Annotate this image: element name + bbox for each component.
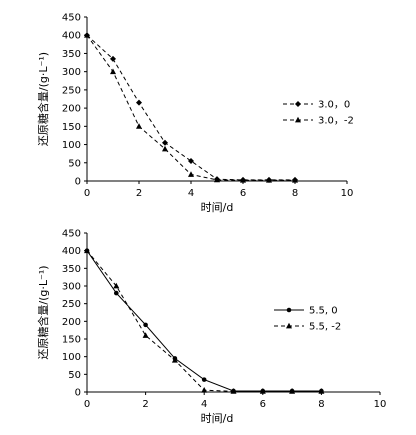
chart-1-series-2-point-3 [162, 145, 168, 152]
chart-1-x-tick-label-0: 0 [84, 188, 90, 199]
chart-1-series-1-point-3 [162, 139, 168, 146]
chart-2-x-tick-label-3: 6 [260, 399, 266, 410]
chart-2-y-axis-label: 还原糖含量/(g·L⁻¹) [36, 265, 50, 359]
chart-1-series-2-point-4 [188, 171, 194, 177]
chart-1-series-2-point-7 [266, 177, 272, 183]
chart-2-series-1-line [86, 250, 322, 392]
chart-1-y-tick-label-7: 350 [62, 49, 81, 60]
chart-2-series-2-point-8 [318, 388, 325, 394]
chart-2-series-2-point-2 [142, 332, 149, 338]
chart-2-series-1-point-4 [201, 377, 207, 382]
chart-2-x-tick-label-0: 0 [84, 399, 90, 410]
chart-1-y-tick-label-4: 200 [62, 104, 81, 115]
chart-1-y-tick-label-1: 50 [68, 158, 81, 169]
chart-2-y-tick-label-9: 450 [62, 229, 81, 240]
chart-1-series-2-point-1 [110, 68, 116, 75]
chart-2-x-tick-label-4: 8 [318, 399, 324, 410]
chart-2-y-tick-label-0: 0 [75, 388, 81, 399]
chart-2-x-tick-label-1: 2 [142, 399, 148, 410]
chart-1-series-1-legend-point-marker [295, 101, 301, 107]
chart-2-y-tick-label-4: 200 [62, 317, 81, 328]
chart-1-series-1-point-1 [110, 55, 116, 62]
chart-2-y-tick-label-6: 300 [62, 282, 81, 293]
chart-2-y-tick-label-7: 350 [62, 264, 81, 275]
chart-1-x-tick-label-5: 10 [341, 188, 354, 199]
chart-1: 0 50 100 150 200 250 300 350 400 450 0 2 4 6 8 10 时间/d 还原… [36, 13, 354, 215]
chart-1-series-2-point-0 [84, 32, 90, 38]
chart-2-series-2-point-6 [259, 388, 266, 394]
chart-1-x-axis-label: 时间/d [201, 201, 234, 214]
chart-2-series-1: 5.5, 0 [84, 248, 338, 394]
chart-1-series-2-legend-point-marker [295, 116, 301, 123]
chart-2-y-tick-label-8: 400 [62, 246, 81, 257]
chart-2-series-2-point-5 [230, 388, 237, 394]
chart-1-y-tick-label-5: 250 [62, 85, 81, 96]
chart-2-x-tick-label-5: 10 [374, 399, 387, 410]
chart-1-y-tick-label-6: 300 [62, 67, 81, 78]
chart-1-y-tick-label-0: 0 [75, 177, 81, 188]
chart-2-series-1-legend-label: 5.5, 0 [309, 306, 338, 317]
chart-1-series-2-point-2 [136, 123, 142, 129]
chart-2-series-2-point-7 [289, 388, 296, 394]
chart-2-series-1-legend-point-marker [286, 307, 292, 313]
chart-1-x-tick-label-3: 6 [240, 188, 246, 199]
chart-2-series-1-point-1 [114, 290, 119, 296]
chart-1-x-tick-label-2: 4 [188, 188, 194, 199]
chart-1-series-1-point-2 [136, 99, 142, 106]
chart-2-y-tick-label-1: 50 [68, 370, 81, 381]
chart-1-series-2-point-6 [240, 177, 246, 183]
chart-1-y-tick-label-2: 100 [62, 140, 81, 151]
chart-1-series-2-legend-label: 3.0，-2 [318, 116, 354, 127]
chart-2-x-axis-label: 时间/d [201, 412, 234, 425]
chart-1-y-tick-label-9: 450 [62, 13, 81, 24]
chart-2-y-tick-label-2: 100 [62, 352, 81, 363]
chart-2-series-2-point-4 [201, 387, 208, 393]
chart-1-y-tick-label-8: 400 [62, 31, 81, 42]
chart-1-y-axis-label: 还原糖含量/(g·L⁻¹) [36, 52, 50, 146]
chart-1-series-1: 3.0，0 [84, 32, 350, 183]
chart-2-series-2-point-0 [84, 247, 90, 254]
chart-2-x-tick-label-2: 4 [201, 399, 207, 410]
chart-2-y-tick-label-5: 250 [62, 299, 81, 310]
chart-1-x-tick-label-4: 8 [292, 188, 298, 199]
chart-2-series-2: 5.5, -2 [84, 247, 341, 394]
chart-2-series-2-line [86, 250, 322, 392]
chart-1-series-2: 3.0，-2 [84, 32, 354, 183]
chart-1-series-1-legend-label: 3.0，0 [318, 100, 350, 111]
chart-2-series-2-point-1 [113, 282, 120, 289]
chart-1-series-2-point-5 [214, 176, 220, 183]
chart-1-series-2-point-8 [292, 177, 298, 183]
chart-1-series-1-point-4 [188, 157, 194, 164]
chart-2-series-2-legend-label: 5.5, -2 [309, 322, 341, 333]
chart-2-series-2-point-3 [171, 357, 178, 363]
chart-2-series-1-point-2 [143, 322, 148, 328]
chart-1-y-tick-label-3: 150 [62, 122, 81, 133]
chart-1-x-tick-label-1: 2 [136, 188, 142, 199]
chart-2-y-tick-label-3: 150 [62, 335, 81, 346]
chart-2-series-2-legend-point-marker [286, 322, 292, 329]
chart-2: 0 50 100 150 200 250 300 350 400 450 0 2 4 6 8 10 时间/d 还原… [36, 229, 386, 426]
